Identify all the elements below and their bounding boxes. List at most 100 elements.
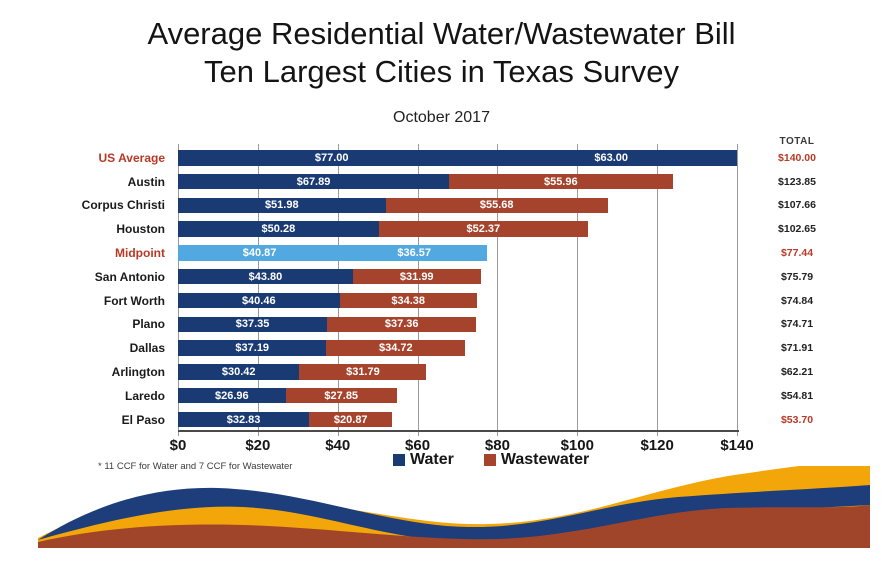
water-value-label: $40.87 [242,246,277,259]
chart-row: Austin $67.89 $55.96 $123.85 [0,170,883,194]
water-legend-swatch-icon [393,454,405,466]
chart-row: Dallas $37.19 $34.72 $71.91 [0,336,883,360]
wave-decoration [38,466,870,548]
row-track: $40.87 $36.57 [178,245,737,261]
wastewater-bar-segment: $37.36 [327,316,477,333]
bar-rows: US Average $77.00 $63.00 $140.00 Austin … [0,146,883,432]
row-label: US Average [98,150,165,165]
chart-row: Laredo $26.96 $27.85 $54.81 [0,384,883,408]
row-label: Arlington [111,365,165,380]
row-total: $62.21 [780,366,814,379]
water-bar-segment: $40.46 [178,292,340,309]
water-value-label: $30.42 [221,365,256,378]
gridline [577,144,579,436]
row-total: $71.91 [780,342,814,355]
row-total: $140.00 [778,151,816,164]
water-value-label: $32.83 [226,413,261,426]
row-label: Austin [127,174,165,189]
water-bar-segment: $50.28 [178,221,379,237]
gridline-layer [178,144,738,436]
wastewater-value-label: $55.96 [543,175,578,188]
x-axis-tick-label: $60 [405,437,431,454]
row-label: Corpus Christi [81,198,165,213]
row-label: El Paso [121,412,165,427]
water-bar-segment: $77.00 [178,150,486,166]
gridline [257,144,259,436]
water-value-label: $37.19 [235,342,270,355]
row-total: $123.85 [778,175,816,188]
row-label: Plano [132,317,165,332]
row-label: Dallas [129,341,165,356]
x-axis-tick-label: $120 [640,437,674,454]
water-bar-segment: $26.96 [178,387,286,404]
total-column-header: TOTAL [779,136,815,147]
x-axis-tick-label: $80 [484,437,510,454]
water-value-label: $50.28 [261,223,296,236]
row-total: $107.66 [778,199,816,212]
row-track: $67.89 $55.96 [178,173,737,190]
row-track: $50.28 $52.37 [178,221,737,237]
wastewater-bar-segment: $31.79 [299,364,427,380]
row-total: $53.70 [780,413,814,426]
row-label: Houston [116,222,165,237]
x-axis-tick-label: $140 [720,437,754,454]
row-track: $30.42 $31.79 [178,364,737,380]
row-track: $37.19 $34.72 [178,340,737,356]
chart-title-line-1: Average Residential Water/Wastewater Bil… [147,16,736,51]
row-total: $77.44 [780,247,814,260]
chart-row: Arlington $30.42 $31.79 $62.21 [0,360,883,384]
legend-item-water: Water [393,451,454,469]
water-bar-segment: $40.87 [178,245,342,261]
water-value-label: $37.35 [235,318,270,331]
wastewater-value-label: $27.85 [324,389,359,402]
wastewater-value-label: $36.57 [397,246,432,259]
wastewater-bar-segment: $20.87 [309,411,393,428]
row-track: $77.00 $63.00 [178,150,737,166]
chart-row: US Average $77.00 $63.00 $140.00 [0,146,883,170]
wastewater-bar-segment: $34.72 [326,340,466,356]
water-bar-segment: $51.98 [178,197,386,214]
chart-row: El Paso $32.83 $20.87 $53.70 [0,408,883,432]
chart-row: Midpoint $40.87 $36.57 $77.44 [0,241,883,265]
x-axis-tick-label: $100 [560,437,594,454]
gridline [737,144,738,436]
water-value-label: $40.46 [241,294,276,307]
row-total: $54.81 [780,389,814,402]
wastewater-bar-segment: $36.57 [341,245,488,261]
water-value-label: $43.80 [248,270,283,283]
row-total: $102.65 [778,223,816,236]
water-bar-segment: $37.35 [178,316,328,333]
wastewater-bar-segment: $52.37 [378,221,588,237]
x-axis-tick-label: $20 [245,437,271,454]
chart-row: Corpus Christi $51.98 $55.68 $107.66 [0,194,883,218]
x-axis-tick-labels: $0 $20 $40 $60 $80 $100 $120 $140 [170,437,754,459]
row-label: Fort Worth [103,293,165,308]
water-value-label: $51.98 [264,199,299,212]
gridline [417,144,419,436]
row-track: $26.96 $27.85 [178,387,737,404]
water-bar-segment: $30.42 [178,364,300,380]
wastewater-bar-segment: $55.68 [385,197,608,214]
wastewater-value-label: $34.38 [391,294,425,307]
legend: Water Wastewater [393,451,589,469]
row-track: $40.46 $34.38 [178,292,737,309]
gridline [178,144,179,436]
water-bar-segment: $43.80 [178,268,353,285]
chart-row: Fort Worth $40.46 $34.38 $74.84 [0,289,883,313]
gridline [657,144,659,436]
row-track: $43.80 $31.99 [178,268,737,285]
wastewater-bar-segment: $31.99 [352,268,481,285]
wastewater-bar-segment: $27.85 [285,387,397,404]
legend-item-wastewater: Wastewater [483,451,589,469]
row-total: $75.79 [780,270,814,283]
wave-red-layer [38,505,870,548]
footnote: * 11 CCF for Water and 7 CCF for Wastewa… [98,461,293,472]
row-track: $32.83 $20.87 [178,411,737,428]
wastewater-value-label: $37.36 [384,318,419,331]
water-bar-segment: $67.89 [178,173,450,190]
row-label: San Antonio [94,269,165,284]
row-label: Midpoint [115,246,165,261]
wastewater-bar-segment: $34.38 [339,292,477,309]
wastewater-legend-swatch-icon [483,454,496,466]
wastewater-value-label: $31.79 [346,365,380,378]
